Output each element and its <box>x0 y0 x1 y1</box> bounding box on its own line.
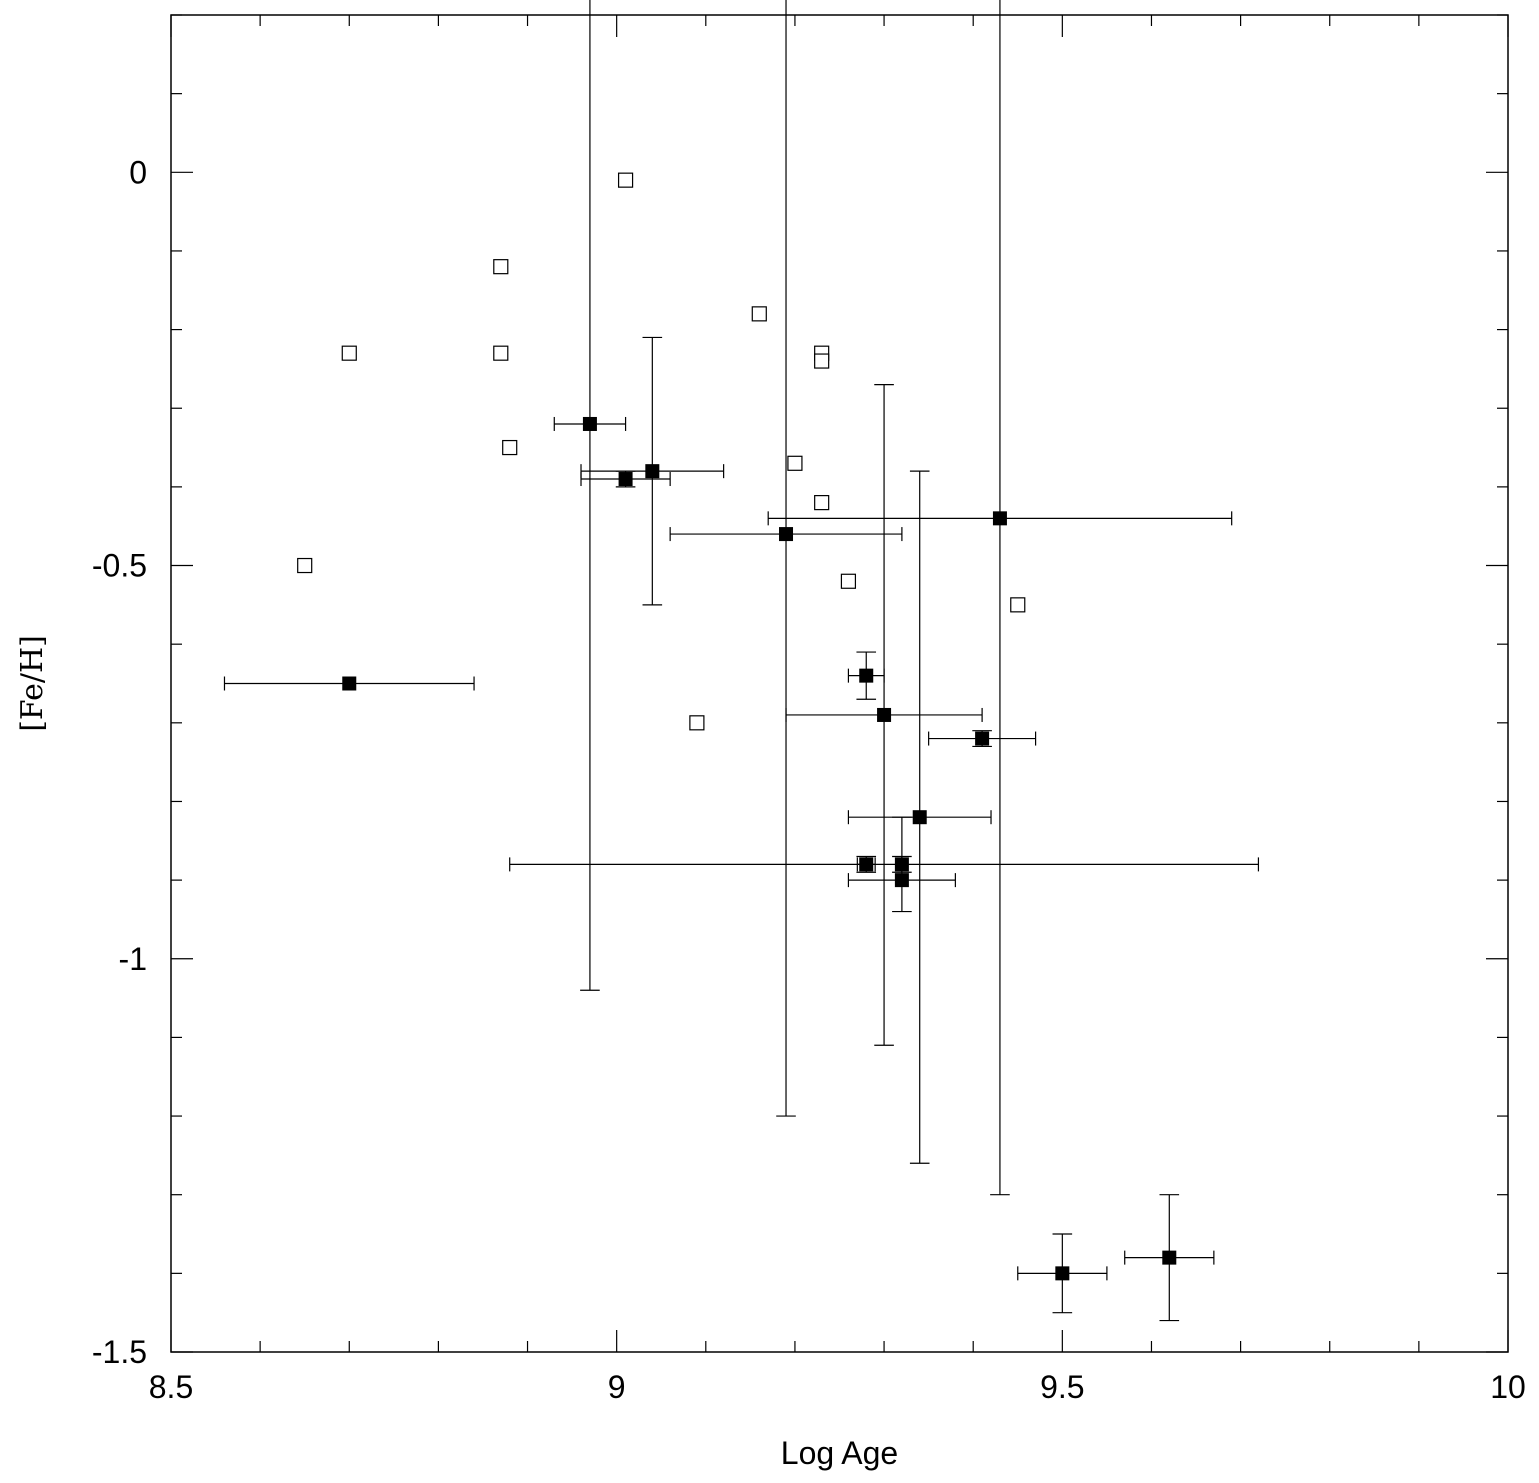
open-square-marker <box>787 455 803 471</box>
y-tick-label: -1.5 <box>92 1334 147 1370</box>
filled-square-marker <box>342 676 357 691</box>
filled-square-marker <box>877 707 892 722</box>
filled-square-marker <box>859 668 874 683</box>
open-square-marker <box>814 353 830 369</box>
error-bars <box>223 0 1260 1322</box>
filled-square-marker <box>582 416 597 431</box>
filled-square-marker <box>894 873 909 888</box>
open-square-marker <box>502 439 518 456</box>
y-tick-label: -0.5 <box>92 548 147 584</box>
open-square-marker <box>1010 597 1026 613</box>
open-square-marker <box>617 172 634 188</box>
tick-labels: 8.5 9 9.5 10 0 -0.5 -1 -1.5 <box>92 154 1526 1405</box>
open-square-marker <box>814 495 830 511</box>
x-tick-label: 9.5 <box>1040 1369 1084 1405</box>
plot-frame <box>170 14 1509 1353</box>
open-square-marker <box>840 573 857 589</box>
filled-square-marker <box>645 464 660 479</box>
filled-square-marker <box>1162 1250 1177 1265</box>
filled-square-marker <box>992 511 1007 526</box>
x-tick-label: 8.5 <box>149 1369 193 1405</box>
x-tick-label: 9 <box>608 1369 626 1405</box>
filled-square-marker <box>618 472 633 487</box>
filled-square-marker <box>1055 1266 1070 1281</box>
y-tick-label: 0 <box>129 154 147 190</box>
filled-square-marker <box>779 527 794 542</box>
open-square-marker <box>493 345 509 361</box>
minor-ticks <box>171 14 1508 1352</box>
open-square-marker <box>341 345 357 361</box>
open-square-marker <box>751 306 767 322</box>
open-square-marker <box>689 715 705 731</box>
x-tick-label: 10 <box>1490 1369 1526 1405</box>
filled-square-marker <box>975 731 990 746</box>
filled-square-marker <box>859 857 874 872</box>
y-tick-label: -1 <box>119 941 147 977</box>
x-axis-label: Log Age <box>781 1435 898 1471</box>
data-markers <box>297 172 1177 1281</box>
y-axis-label: [Fe/H] <box>15 635 50 732</box>
filled-square-marker <box>894 857 909 872</box>
open-square-marker <box>297 557 313 574</box>
filled-square-marker <box>912 810 927 825</box>
open-square-marker <box>493 259 509 275</box>
